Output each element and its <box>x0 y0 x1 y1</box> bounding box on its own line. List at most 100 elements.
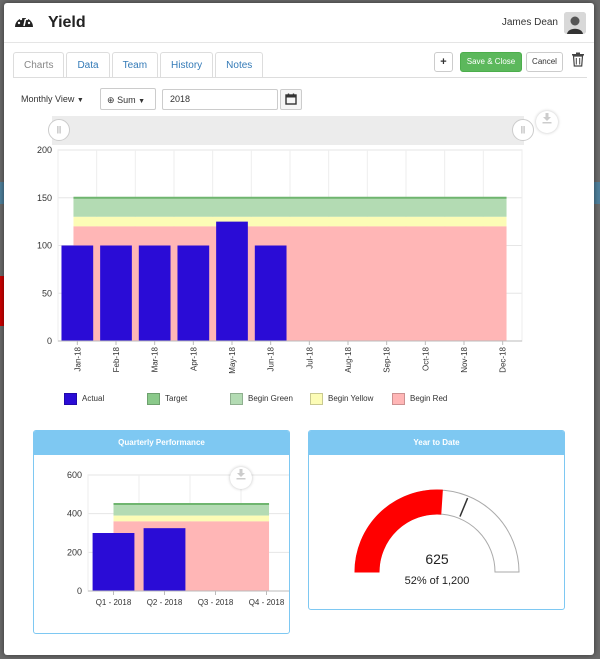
cancel-button[interactable]: Cancel <box>526 52 563 72</box>
download-icon <box>542 113 552 124</box>
legend-item-target[interactable]: Target <box>147 392 187 406</box>
band-begin-green <box>73 197 507 217</box>
dashboard-icon <box>14 14 34 31</box>
y-tick-label: 150 <box>37 193 52 203</box>
bar-feb-18 <box>100 245 132 341</box>
bar-may-18 <box>216 221 248 341</box>
bar-q2-2018 <box>143 528 186 591</box>
tab-notes[interactable]: Notes <box>215 52 264 78</box>
aggregate-dropdown-label: Sum <box>117 95 136 105</box>
page-title: Yield <box>48 14 86 31</box>
band-begin-red <box>73 226 507 341</box>
add-button[interactable]: + <box>434 52 453 72</box>
view-dropdown[interactable]: Monthly View ▼ <box>21 88 84 110</box>
y-tick-label: 0 <box>77 586 82 596</box>
year-input[interactable]: 2018 <box>162 89 278 110</box>
x-tick-label: Aug-18 <box>344 346 353 372</box>
x-tick-label: Q3 - 2018 <box>198 598 234 607</box>
bar-jan-18 <box>61 245 94 341</box>
x-tick-label: Jan-18 <box>73 346 82 371</box>
band-begin-yellow <box>113 515 270 522</box>
quarterly-chart: 0 200 400 600 Q1 - 2018 Q2 - 2018 Q3 - 2018 Q4 … <box>67 470 289 607</box>
y-tick-label: 200 <box>67 547 82 557</box>
y-tick-label: 100 <box>37 241 52 251</box>
x-tick-label: Dec-18 <box>499 346 508 372</box>
y-tick-label: 0 <box>47 336 52 346</box>
year-to-date-title: Year to Date <box>309 431 564 455</box>
download-quarterly-button[interactable] <box>230 467 252 489</box>
avatar-image <box>564 12 586 34</box>
yield-modal: Yield James Dean Charts Data Team Histor… <box>4 3 594 655</box>
legend-item-begin-yellow[interactable]: Begin Yellow <box>310 392 373 406</box>
caret-down-icon: ▼ <box>138 98 146 105</box>
x-tick-label: Mar-18 <box>151 346 160 372</box>
x-tick-label: Nov-18 <box>460 346 469 372</box>
quarterly-performance-panel: Quarterly Performance 0 200 400 600 Q1 - 201… <box>33 430 290 634</box>
x-tick-label: Jun-18 <box>267 346 276 371</box>
legend-swatch <box>310 392 323 405</box>
x-tick-label: May-18 <box>228 346 237 373</box>
x-tick-label: Oct-18 <box>421 346 430 371</box>
x-tick-label: Apr-18 <box>189 346 198 371</box>
modal-header: Yield James Dean <box>4 3 594 43</box>
quarterly-performance-title: Quarterly Performance <box>34 431 289 455</box>
calendar-icon <box>285 93 297 105</box>
legend-swatch <box>230 392 243 405</box>
legend-item-begin-green[interactable]: Begin Green <box>230 392 293 406</box>
legend-label: Actual <box>82 394 105 403</box>
gauge-fill <box>354 489 443 573</box>
y-tick-label: 50 <box>42 288 52 298</box>
caret-down-icon: ▼ <box>76 97 84 104</box>
view-dropdown-label: Monthly View <box>21 94 75 104</box>
download-icon <box>236 469 246 480</box>
x-tick-label: Q2 - 2018 <box>147 598 183 607</box>
y-tick-label: 600 <box>67 470 82 480</box>
x-tick-label: Q1 - 2018 <box>96 598 132 607</box>
legend-label: Target <box>165 394 188 403</box>
legend-swatch <box>147 392 160 405</box>
legend-item-begin-red[interactable]: Begin Red <box>392 392 447 406</box>
legend-swatch <box>392 392 405 405</box>
gauge-caption: 52% of 1,200 <box>405 575 470 587</box>
legend-label: Begin Green <box>248 394 293 403</box>
bar-mar-18 <box>138 245 171 341</box>
legend-swatch <box>64 392 77 405</box>
year-to-date-panel: Year to Date 625 52% of 1,200 <box>308 430 565 610</box>
y-tick-label: 200 <box>37 145 52 155</box>
monthly-chart: 0 50 100 150 200 Jan-18 Feb-18 Mar-18 Apr-18 May-… <box>37 145 523 374</box>
navigator-right-handle[interactable]: || <box>512 119 534 141</box>
bar-q1-2018 <box>92 533 135 591</box>
user-name: James Dean <box>501 17 558 28</box>
x-tick-label: Feb-18 <box>112 346 121 372</box>
gauge-target-marker <box>459 497 469 517</box>
tab-team[interactable]: Team <box>111 52 159 78</box>
save-close-button[interactable]: Save & Close <box>460 52 522 72</box>
navigator-left-handle[interactable]: || <box>48 119 70 141</box>
x-tick-label: Sep-18 <box>383 346 392 372</box>
bar-apr-18 <box>177 245 210 341</box>
aggregate-dropdown[interactable]: ⊕ Sum ▼ <box>100 88 156 110</box>
tab-data[interactable]: Data <box>66 52 110 78</box>
calendar-button[interactable] <box>280 89 302 110</box>
tab-divider <box>13 77 587 78</box>
legend-label: Begin Red <box>410 394 448 403</box>
chart-navigator[interactable] <box>52 116 524 145</box>
x-tick-label: Q4 - 2018 <box>249 598 285 607</box>
trash-icon[interactable] <box>571 52 585 70</box>
legend-item-actual[interactable]: Actual <box>64 392 104 406</box>
band-begin-green <box>113 504 270 516</box>
ytd-gauge: 625 52% of 1,200 <box>354 489 520 587</box>
bar-jun-18 <box>254 245 287 341</box>
legend-label: Begin Yellow <box>328 394 374 403</box>
tab-history[interactable]: History <box>160 52 214 78</box>
gauge-value: 625 <box>425 551 449 567</box>
plus-circle-icon: ⊕ <box>107 95 115 105</box>
band-begin-yellow <box>73 216 507 227</box>
x-tick-label: Jul-18 <box>305 346 314 368</box>
download-chart-button[interactable] <box>536 111 558 133</box>
band-begin-red <box>113 521 270 591</box>
y-tick-label: 400 <box>67 509 82 519</box>
tab-bar: Charts Data Team History Notes <box>13 52 265 78</box>
tab-charts[interactable]: Charts <box>13 52 65 78</box>
avatar[interactable] <box>564 12 586 34</box>
